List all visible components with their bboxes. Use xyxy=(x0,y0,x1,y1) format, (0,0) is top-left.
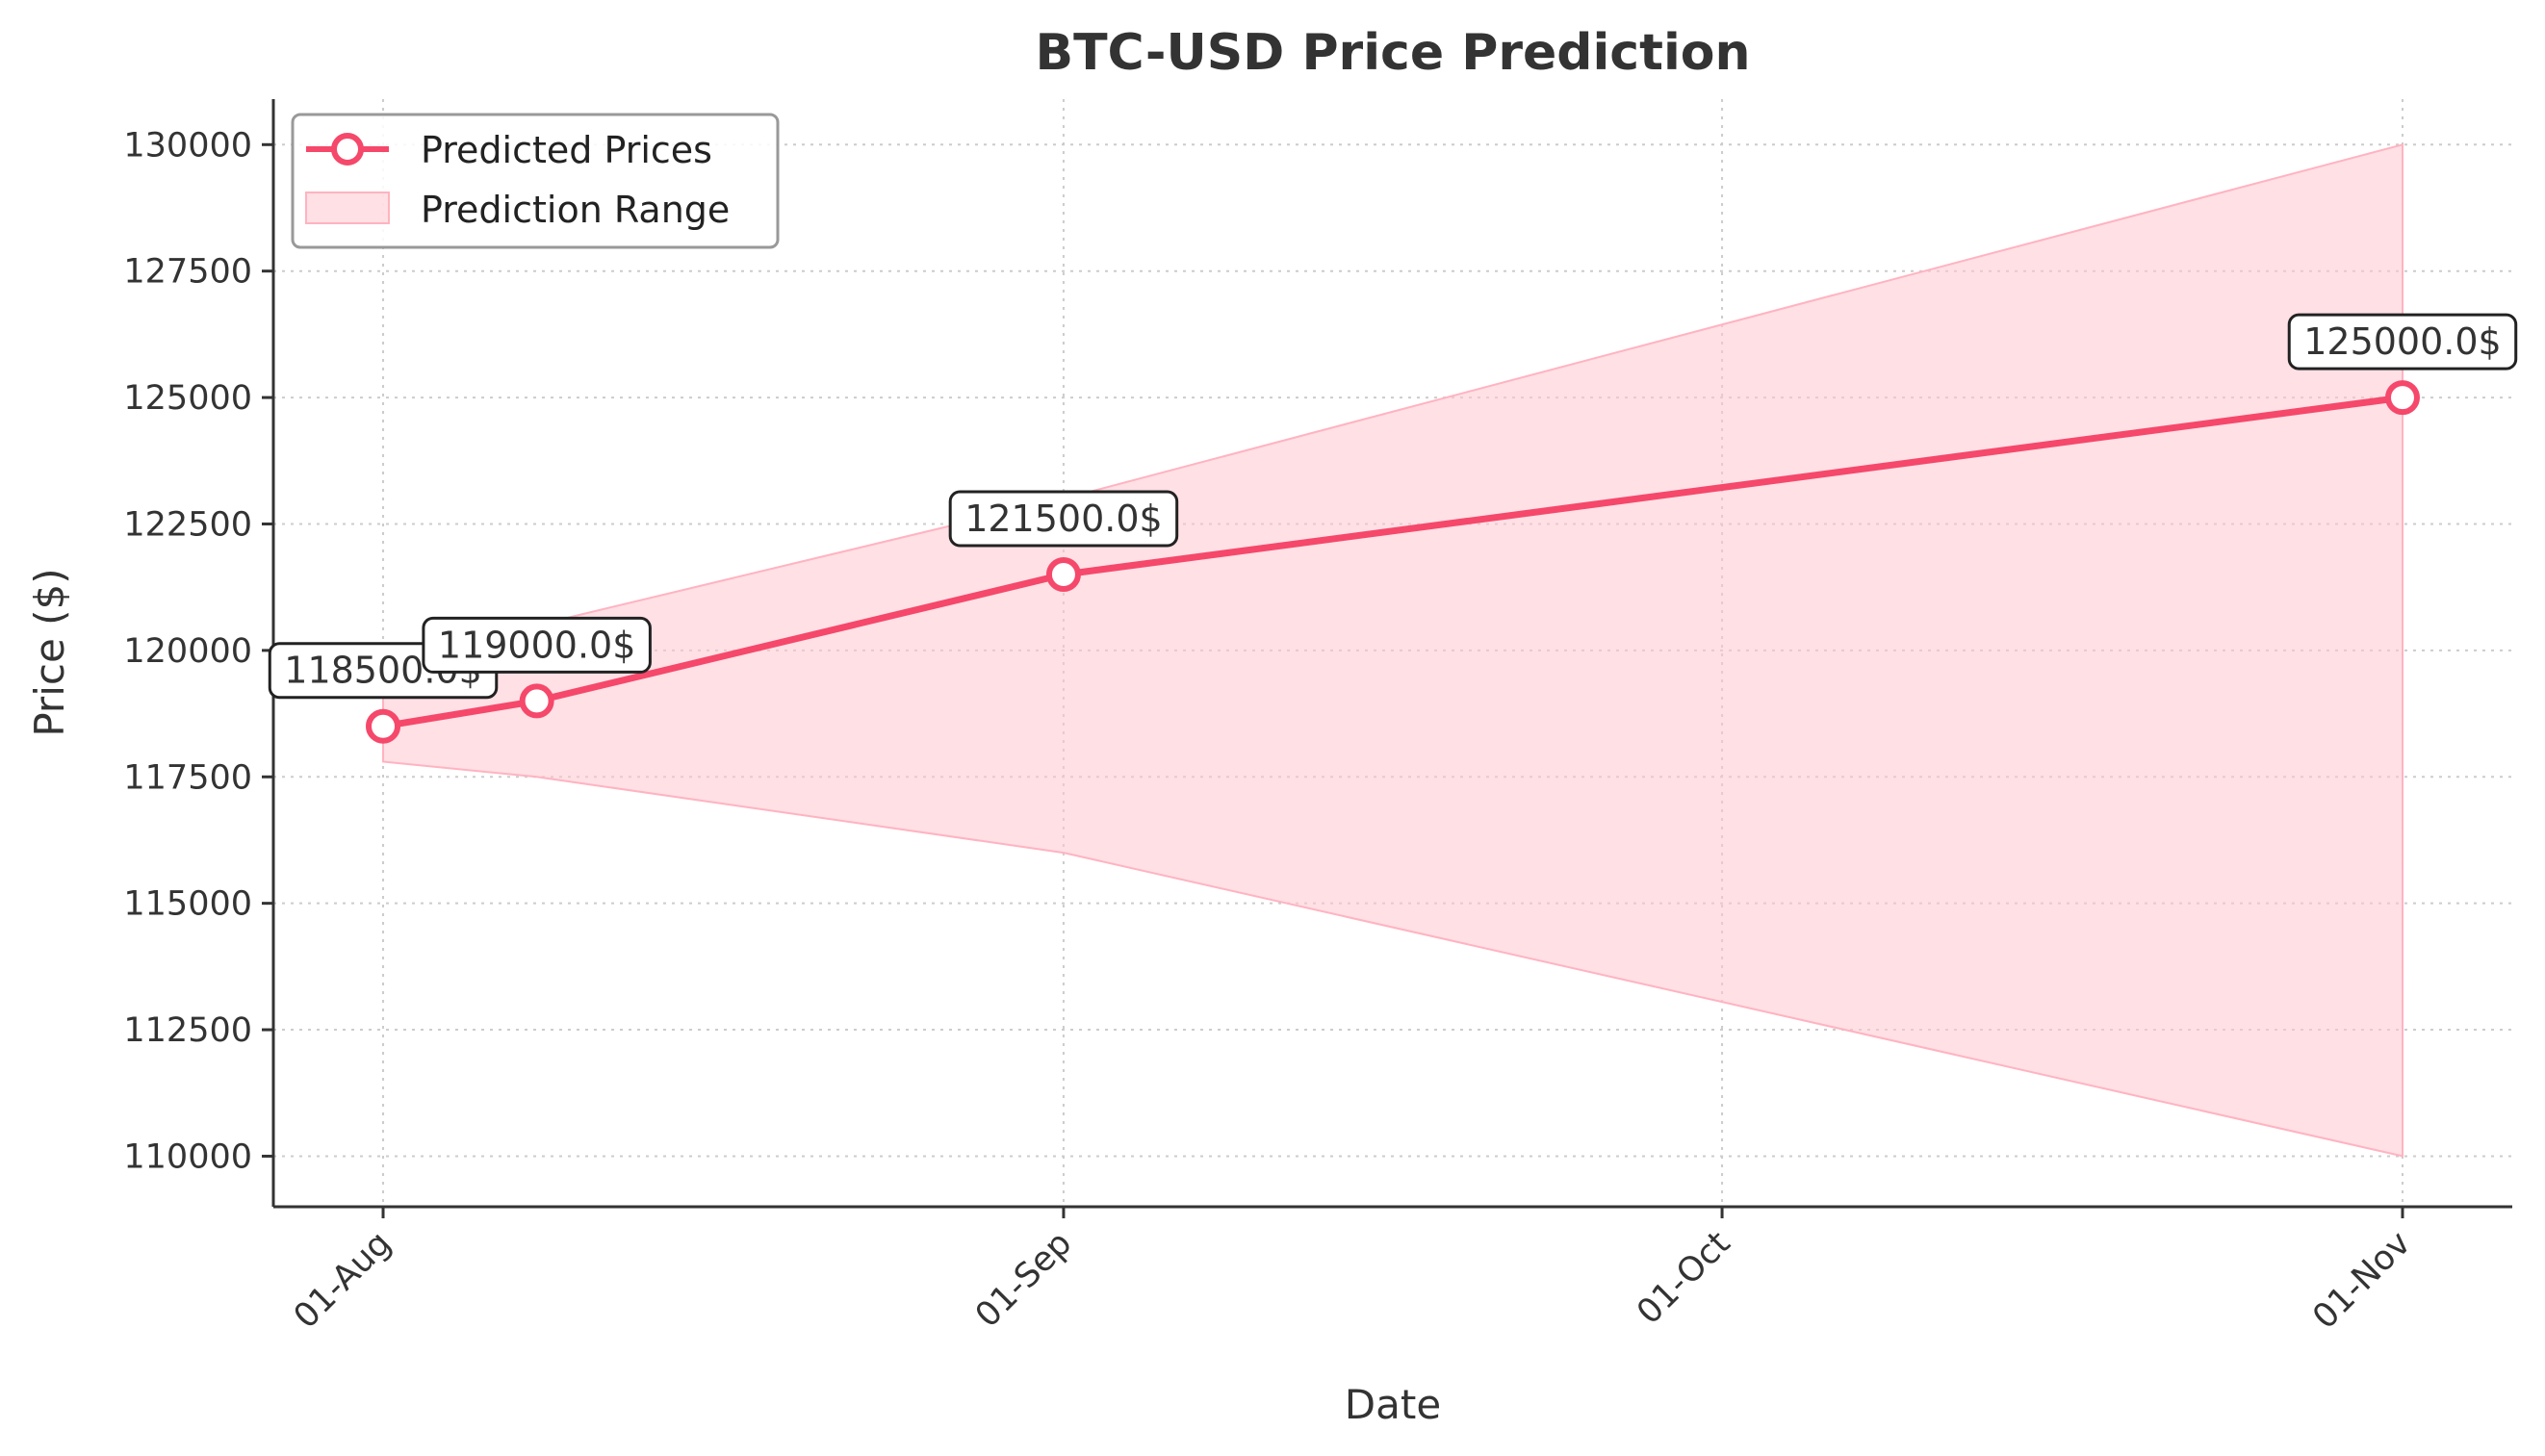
y-tick-label: 115000 xyxy=(123,885,252,924)
y-tick-label: 117500 xyxy=(123,758,252,797)
data-point-marker xyxy=(519,683,554,719)
y-ticks: 110000 112500 115000 117500 120000 122500 1250… xyxy=(123,126,273,1176)
y-tick-label: 127500 xyxy=(123,253,252,292)
data-label-text: 121500.0$ xyxy=(964,498,1163,540)
data-label-text: 119000.0$ xyxy=(438,624,636,666)
y-axis-label: Price ($) xyxy=(26,568,73,736)
data-point-marker xyxy=(1045,557,1081,593)
y-tick-label: 110000 xyxy=(123,1137,252,1176)
chart-title: BTC-USD Price Prediction xyxy=(1035,24,1750,82)
y-tick-label: 120000 xyxy=(123,632,252,671)
y-tick-label: 122500 xyxy=(123,505,252,544)
prediction-range-band xyxy=(382,143,2404,1158)
data-label-box xyxy=(422,616,652,674)
x-axis-label: Date xyxy=(1345,1381,1441,1428)
data-labels: 118500.0$119000.0$121500.0$125000.0$ xyxy=(268,313,2518,700)
legend-marker-swatch xyxy=(331,133,364,166)
data-point-marker xyxy=(366,708,401,744)
data-label-text: 125000.0$ xyxy=(2303,320,2502,363)
data-points xyxy=(366,380,2420,744)
legend: Predicted Prices Prediction Range xyxy=(291,113,780,249)
data-label-box xyxy=(948,490,1179,548)
y-tick-label: 125000 xyxy=(123,379,252,418)
legend-label-prediction-range: Prediction Range xyxy=(421,189,730,231)
data-label-box xyxy=(2287,313,2518,370)
data-point-marker xyxy=(2384,380,2420,416)
prediction-range-area xyxy=(382,143,2404,1158)
y-tick-label: 112500 xyxy=(123,1011,252,1050)
legend-band-swatch xyxy=(305,192,390,224)
legend-label-predicted-prices: Predicted Prices xyxy=(421,129,712,171)
predicted-prices-path xyxy=(379,394,2406,730)
y-tick-label: 130000 xyxy=(123,126,252,165)
legend-box xyxy=(291,113,780,249)
predicted-prices-line xyxy=(379,394,2406,730)
